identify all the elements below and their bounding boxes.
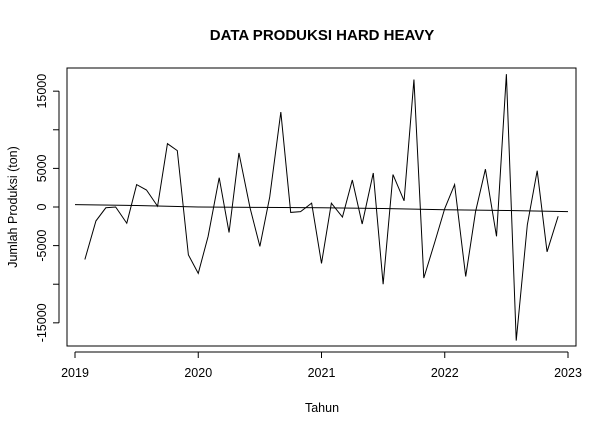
x-axis-label: Tahun — [305, 401, 339, 415]
y-tick-label: 15000 — [35, 74, 49, 109]
series-line-trend — [74, 204, 569, 213]
series-line-production — [84, 74, 559, 341]
x-tick-label: 2020 — [184, 366, 212, 380]
y-axis-label: Jumlah Produksi (ton) — [6, 146, 20, 268]
chart-title: DATA PRODUKSI HARD HEAVY — [210, 27, 434, 44]
y-tick-label: 0 — [35, 203, 49, 210]
series-layer — [74, 74, 569, 341]
plot-frame — [66, 67, 577, 347]
y-tick-label: 5000 — [35, 154, 49, 182]
x-tick-label: 2021 — [308, 366, 336, 380]
x-tick-label: 2023 — [554, 366, 582, 380]
y-tick-label: -15000 — [35, 303, 49, 342]
y-axis: -15000 -5000 0 5000 15000 — [35, 74, 60, 342]
x-tick-label: 2019 — [61, 366, 89, 380]
x-axis: 2019 2020 2021 2022 2023 — [61, 351, 582, 380]
y-tick-label: -5000 — [35, 230, 49, 262]
x-tick-label: 2022 — [431, 366, 459, 380]
